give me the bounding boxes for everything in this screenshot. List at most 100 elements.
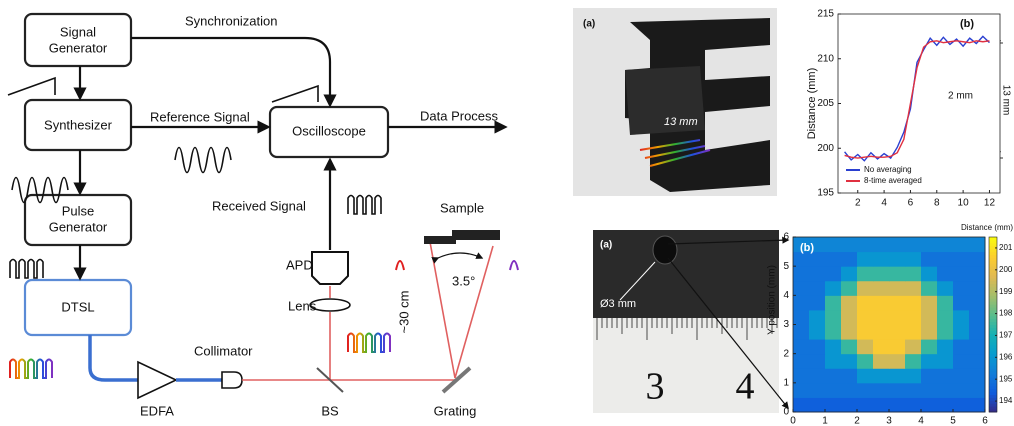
heatmap-cell: [809, 353, 826, 369]
fiber: [88, 335, 138, 382]
heatmap-cell: [953, 382, 970, 398]
colorbar-segment: [989, 286, 997, 290]
colorbar-segment: [989, 289, 997, 293]
x-tick-label: 10: [958, 198, 970, 209]
heatmap-cell: [857, 266, 874, 282]
colorbar-segment: [989, 342, 997, 346]
colorbar-segment: [989, 324, 997, 328]
y-tick-label: 2: [783, 348, 789, 359]
plot-area: [837, 13, 1001, 194]
heatmap-cell: [841, 339, 858, 355]
legend-label: 8-time averaged: [864, 176, 922, 185]
colorbar-segment: [989, 409, 997, 413]
sawtooth: [7, 76, 56, 96]
pulse-icon: [347, 194, 382, 215]
heatmap-cell: [921, 339, 938, 355]
heatmap-cell: [969, 324, 986, 340]
colorbar-segment: [989, 391, 997, 395]
colorbar-tick-label: 201: [999, 243, 1013, 252]
colorbar-tick-label: 199: [999, 287, 1013, 296]
photo-label: Ø3 mm: [600, 298, 636, 310]
label: Synthesizer: [44, 117, 113, 132]
photo-label: (a): [583, 19, 595, 30]
heatmap-cell: [809, 397, 826, 413]
colorbar-segment: [989, 371, 997, 375]
heatmap-cell: [857, 339, 874, 355]
heatmap-cell: [793, 251, 810, 267]
heatmap-cell: [937, 368, 954, 384]
colorbar-segment: [989, 403, 997, 407]
colorbar-segment: [989, 257, 997, 261]
photo-label: (a): [600, 240, 612, 251]
photo: (a) 13 mm: [573, 8, 777, 196]
y-tick-label: 5: [783, 261, 789, 272]
heatmap-cell: [889, 237, 906, 253]
heatmap-cell: [937, 339, 954, 355]
heatmap-cell: [873, 382, 890, 398]
label: Reference Signal: [150, 109, 250, 124]
heatmap-cell: [809, 237, 826, 253]
colorbar-segment: [989, 356, 997, 360]
heatmap-cell: [921, 237, 938, 253]
label: Sample: [440, 200, 484, 215]
heatmap-cell: [953, 295, 970, 311]
colorbar-segment: [989, 318, 997, 323]
heatmap-cell: [825, 353, 842, 369]
heatmap-cell: [793, 397, 810, 413]
heatmap-cell: [793, 295, 810, 311]
heatmap-cell: [889, 339, 906, 355]
heatmap-cell: [873, 353, 890, 369]
heatmap-cell: [937, 295, 954, 311]
y-axis-label: Distance (mm): [806, 68, 818, 140]
heatmap-cell: [841, 251, 858, 267]
heatmap-cell: [953, 251, 970, 267]
heatmap-cell: [969, 309, 986, 325]
pulse-icon: [9, 258, 44, 279]
collimator: [221, 371, 243, 389]
heatmap-cell: [857, 237, 874, 253]
y-tick-label: 6: [783, 232, 789, 243]
heatmap-cell: [969, 237, 986, 253]
heatmap-cell: [857, 368, 874, 384]
ruler-number: 4: [736, 366, 755, 408]
label: Oscilloscope: [292, 123, 366, 138]
label: Data Process: [420, 108, 499, 123]
pulse: [395, 260, 405, 271]
x-tick-label: 12: [984, 198, 996, 209]
heatmap-cell: [905, 266, 922, 282]
grating: [441, 366, 472, 394]
y-tick-label: 210: [817, 53, 834, 64]
heatmap-cell: [873, 368, 890, 384]
colorbar-segment: [989, 359, 997, 363]
label: Grating: [434, 403, 477, 418]
heatmap-cell: [857, 251, 874, 267]
colorbar-segment: [989, 344, 997, 349]
heatmap-cell: [857, 280, 874, 296]
colorbar-segment: [989, 263, 997, 267]
y-axis-label: Y position (mm): [767, 265, 778, 335]
heatmap-cell: [873, 266, 890, 282]
heatmap-cell: [937, 251, 954, 267]
colorbar-segment: [989, 266, 997, 270]
heatmap-cell: [937, 280, 954, 296]
heatmap-cell: [825, 266, 842, 282]
heatmap-cell: [841, 295, 858, 311]
beam: [429, 241, 494, 379]
sample: [452, 230, 500, 240]
heatmap-cell: [873, 309, 890, 325]
heatmap-cell: [825, 324, 842, 340]
x-tick-label: 4: [881, 198, 887, 209]
heatmap-cell: [793, 280, 810, 296]
heatmap-cell: [905, 368, 922, 384]
x-tick-label: 4: [918, 416, 924, 426]
heatmap-cell: [809, 339, 826, 355]
heatmap-cell: [825, 251, 842, 267]
heatmap-cell: [809, 382, 826, 398]
colorbar-segment: [989, 251, 997, 255]
colorbar-segment: [989, 362, 997, 366]
heatmap-cell: [937, 382, 954, 398]
heatmap-cell: [953, 237, 970, 253]
heatmap-cell: [873, 251, 890, 267]
heatmap-cell: [953, 368, 970, 384]
heatmap-cell: [969, 368, 986, 384]
